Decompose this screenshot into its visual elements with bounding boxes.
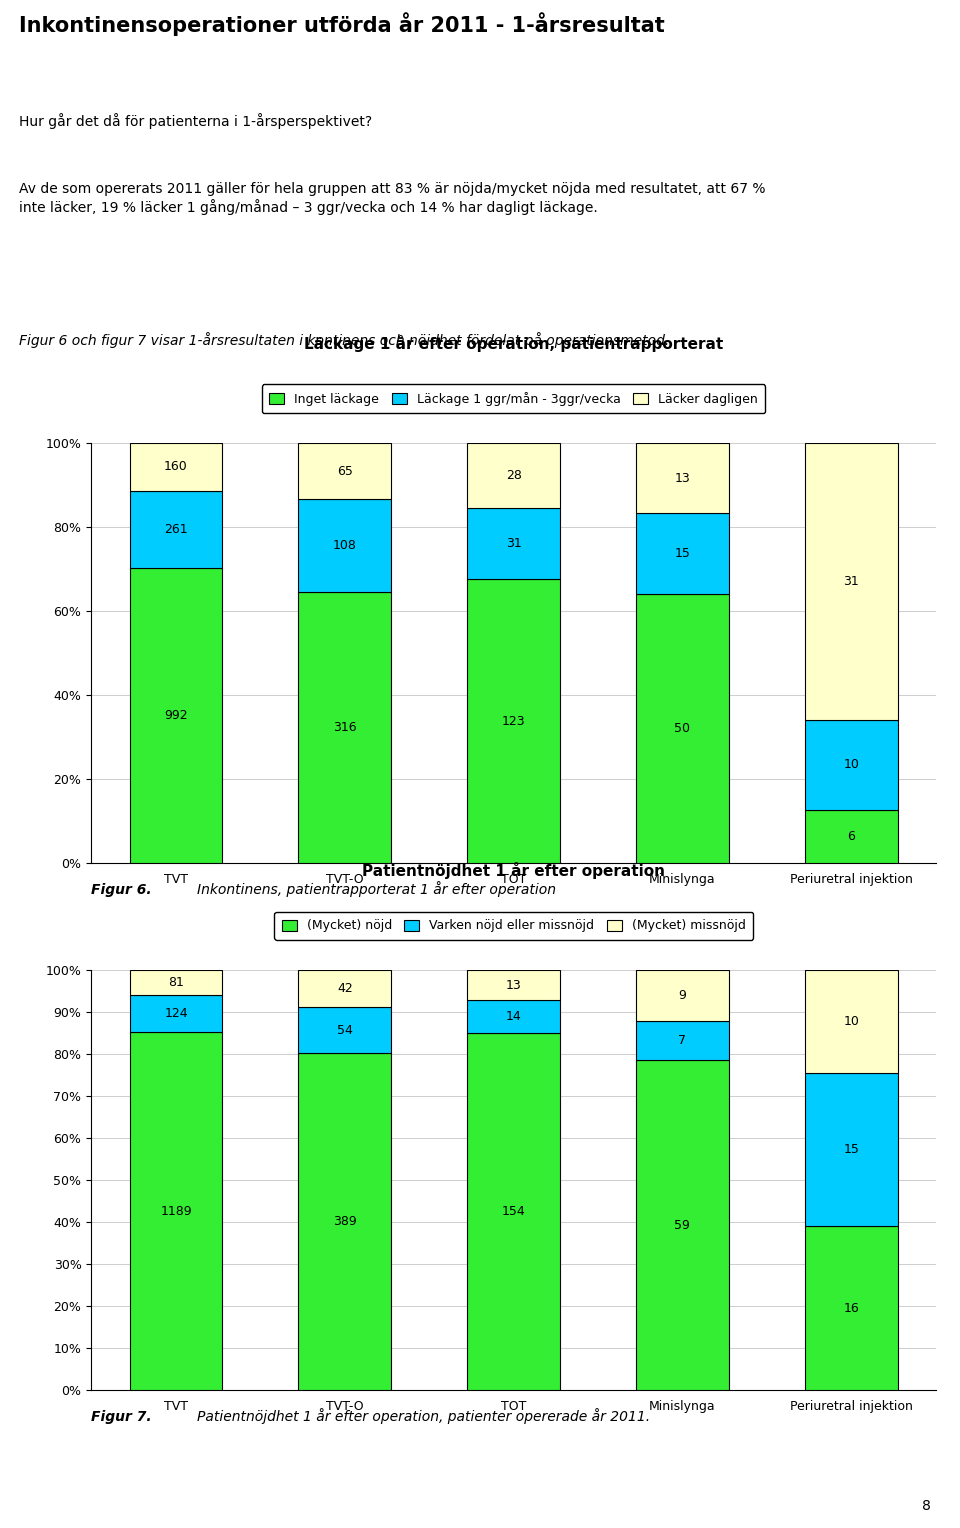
Text: Patientnöjdhet 1 år efter operation: Patientnöjdhet 1 år efter operation: [362, 862, 665, 880]
Text: 15: 15: [843, 1143, 859, 1157]
Bar: [804, 1227, 898, 1390]
Bar: [636, 1021, 729, 1060]
Bar: [130, 490, 223, 568]
Bar: [130, 568, 223, 863]
Bar: [636, 970, 729, 1021]
Text: 154: 154: [502, 1206, 525, 1218]
Text: 15: 15: [675, 547, 690, 561]
Text: 16: 16: [843, 1302, 859, 1316]
Text: 13: 13: [506, 979, 521, 992]
Text: 108: 108: [333, 539, 357, 552]
Text: Figur 6.: Figur 6.: [91, 883, 152, 897]
Text: Patientnöjdhet 1 år efter operation, patienter opererade år 2011.: Patientnöjdhet 1 år efter operation, pat…: [197, 1409, 650, 1424]
Bar: [804, 720, 898, 810]
Text: Läckage 1 år efter operation, patientrapporterat: Läckage 1 år efter operation, patientrap…: [304, 335, 723, 353]
Bar: [468, 970, 560, 1001]
Text: 42: 42: [337, 983, 352, 995]
Text: 59: 59: [675, 1219, 690, 1232]
Text: 54: 54: [337, 1024, 352, 1036]
Text: 31: 31: [843, 575, 859, 588]
Text: Inkontinens, patientrapporterat 1 år efter operation: Inkontinens, patientrapporterat 1 år eft…: [197, 882, 556, 897]
Bar: [636, 594, 729, 863]
Text: 7: 7: [679, 1034, 686, 1047]
Text: 6: 6: [848, 830, 855, 843]
Legend: (Mycket) nöjd, Varken nöjd eller missnöjd, (Mycket) missnöjd: (Mycket) nöjd, Varken nöjd eller missnöj…: [274, 912, 754, 940]
Bar: [468, 443, 560, 507]
Bar: [804, 810, 898, 863]
Bar: [299, 1007, 392, 1053]
Bar: [468, 579, 560, 863]
Text: 261: 261: [164, 523, 188, 536]
Bar: [299, 1053, 392, 1390]
Text: 316: 316: [333, 721, 356, 733]
Text: 8: 8: [923, 1499, 931, 1513]
Bar: [468, 1033, 560, 1390]
Text: 124: 124: [164, 1007, 188, 1019]
Text: Inkontinensoperationer utförda år 2011 - 1-årsresultat: Inkontinensoperationer utförda år 2011 -…: [19, 12, 665, 37]
Text: 28: 28: [506, 469, 521, 481]
Bar: [299, 443, 392, 500]
Text: 160: 160: [164, 460, 188, 474]
Bar: [130, 970, 223, 995]
Text: 389: 389: [333, 1215, 357, 1229]
Text: 81: 81: [168, 976, 184, 989]
Bar: [299, 591, 392, 863]
Bar: [636, 443, 729, 513]
Bar: [468, 507, 560, 579]
Text: 14: 14: [506, 1010, 521, 1024]
Text: Hur går det då för patienterna i 1-årsperspektivet?: Hur går det då för patienterna i 1-årspe…: [19, 113, 372, 130]
Bar: [130, 995, 223, 1031]
Bar: [804, 443, 898, 720]
Text: 13: 13: [675, 472, 690, 484]
Text: 1189: 1189: [160, 1204, 192, 1218]
Text: 992: 992: [164, 709, 188, 723]
Bar: [468, 1001, 560, 1033]
Bar: [804, 970, 898, 1073]
Text: 10: 10: [843, 758, 859, 772]
Text: Av de som opererats 2011 gäller för hela gruppen att 83 % är nöjda/mycket nöjda : Av de som opererats 2011 gäller för hela…: [19, 182, 766, 215]
Text: 9: 9: [679, 989, 686, 1002]
Text: 123: 123: [502, 715, 525, 727]
Bar: [130, 443, 223, 490]
Legend: Inget läckage, Läckage 1 ggr/mån - 3ggr/vecka, Läcker dagligen: Inget läckage, Läckage 1 ggr/mån - 3ggr/…: [262, 385, 765, 413]
Bar: [130, 1031, 223, 1390]
Bar: [299, 500, 392, 591]
Bar: [636, 1060, 729, 1390]
Text: Figur 6 och figur 7 visar 1-årsresultaten i kontinens och nöjdhet fördelat på op: Figur 6 och figur 7 visar 1-årsresultate…: [19, 332, 669, 348]
Text: 31: 31: [506, 536, 521, 550]
Text: 50: 50: [674, 723, 690, 735]
Text: Figur 7.: Figur 7.: [91, 1410, 152, 1424]
Bar: [804, 1073, 898, 1227]
Bar: [636, 513, 729, 594]
Bar: [299, 970, 392, 1007]
Text: 65: 65: [337, 465, 352, 478]
Text: 10: 10: [843, 1015, 859, 1028]
